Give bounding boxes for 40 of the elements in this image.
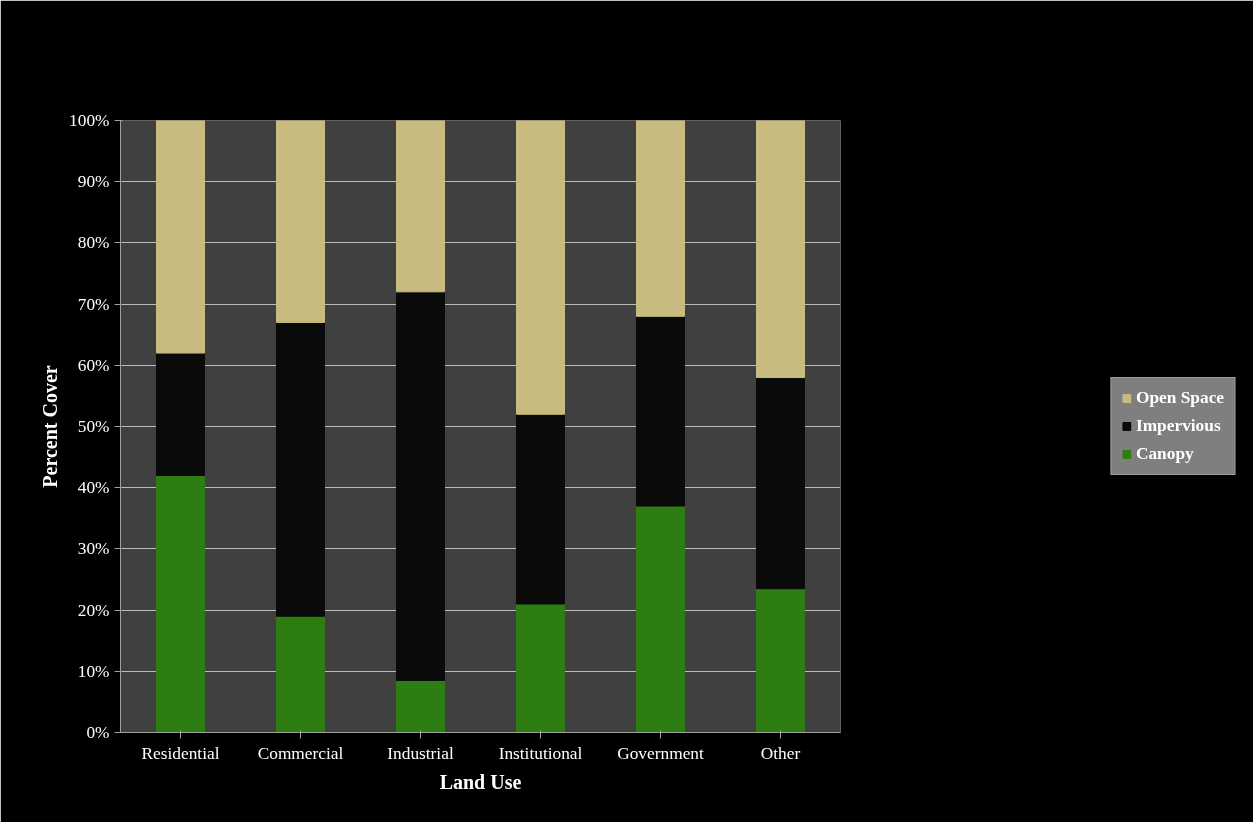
bar <box>276 615 325 733</box>
bar <box>276 120 325 323</box>
x-tick-label: Other <box>760 743 801 763</box>
x-tick-label: Residential <box>141 743 220 763</box>
legend-label: Impervious <box>1135 416 1221 436</box>
y-tick-label: 10% <box>77 661 110 681</box>
x-tick-label: Government <box>617 743 704 763</box>
y-tick-label: 100% <box>69 111 110 130</box>
y-tick-label: 0% <box>86 723 110 742</box>
y-axis-title: Percent Cover <box>39 365 62 488</box>
y-tick-label: 40% <box>77 478 110 498</box>
bar <box>636 315 685 507</box>
legend-label: Open Space <box>1135 388 1225 408</box>
y-tick-label: 60% <box>77 355 110 375</box>
y-tick-label: 80% <box>77 233 110 253</box>
y-tick-label: 70% <box>77 294 110 314</box>
bar <box>396 679 445 733</box>
bar <box>516 120 565 415</box>
x-tick-label: Commercial <box>257 743 344 763</box>
bar <box>516 603 565 733</box>
x-tick-label: Industrial <box>387 743 454 763</box>
bar <box>156 352 205 476</box>
legend-label: Canopy <box>1135 444 1194 464</box>
x-axis-title: Land Use <box>439 770 522 793</box>
bar <box>756 588 805 733</box>
x-tick-label: Institutional <box>498 743 583 763</box>
bar <box>156 120 205 354</box>
bar <box>516 413 565 605</box>
bar <box>396 120 445 293</box>
y-tick-label: 20% <box>77 600 110 620</box>
y-tick-label: 30% <box>77 539 110 559</box>
bar <box>156 474 205 733</box>
bar <box>276 321 325 617</box>
bar <box>756 377 805 590</box>
bar <box>636 120 685 317</box>
bar <box>636 505 685 733</box>
bar <box>396 291 445 681</box>
y-tick-label: 50% <box>77 417 110 436</box>
y-tick-label: 90% <box>77 172 110 192</box>
bar <box>756 120 805 379</box>
